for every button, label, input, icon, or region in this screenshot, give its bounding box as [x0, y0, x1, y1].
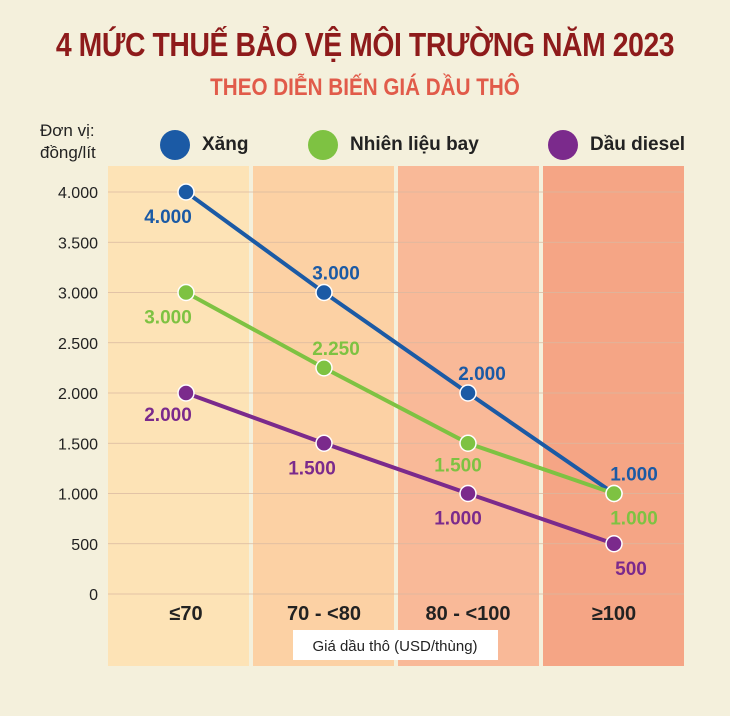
y-tick-label: 0: [89, 587, 98, 604]
y-tick-label: 2.500: [58, 336, 98, 353]
data-label-nhien-lieu-bay: 1.500: [434, 455, 482, 476]
unit-label-line2: đồng/lít: [40, 143, 96, 162]
data-label-xang: 1.000: [610, 465, 658, 486]
x-tick-label: ≤70: [169, 603, 202, 625]
legend-label-dau-diesel: Dầu diesel: [590, 134, 686, 155]
y-tick-label: 3.500: [58, 235, 98, 252]
data-label-xang: 3.000: [312, 264, 360, 285]
data-label-nhien-lieu-bay: 1.000: [610, 509, 658, 530]
data-label-xang: 2.000: [458, 364, 506, 385]
data-point-xang: [177, 183, 195, 201]
data-label-xang: 4.000: [144, 207, 192, 228]
x-axis-label: Giá dầu thô (USD/thùng): [312, 638, 477, 655]
x-tick-label: 70 - <80: [287, 603, 361, 625]
data-point-dau-diesel: [605, 535, 623, 553]
legend-item-xang: Xăng: [160, 130, 248, 160]
data-label-dau-diesel: 1.000: [434, 509, 482, 530]
category-band-2: [253, 166, 394, 666]
y-tick-label: 3.000: [58, 286, 98, 303]
unit-label: Đơn vị: đồng/lít: [40, 120, 130, 164]
data-label-nhien-lieu-bay: 2.250: [312, 339, 360, 360]
data-point-xang: [459, 384, 477, 402]
data-point-nhien-lieu-bay: [605, 484, 623, 503]
data-point-dau-diesel: [177, 384, 195, 402]
series-line-dau-diesel: [185, 391, 615, 546]
y-tick-label: 2.000: [58, 386, 98, 403]
category-band-4: [543, 166, 684, 666]
series-line-xang: [184, 190, 616, 496]
legend-item-dau-diesel: Dầu diesel: [548, 130, 685, 160]
y-tick-label: 4.000: [58, 185, 98, 202]
data-point-nhien-lieu-bay: [315, 359, 333, 377]
chart-title: 4 MỨC THUẾ BẢO VỆ MÔI TRƯỜNG NĂM 2023: [55, 26, 675, 63]
x-tick-label: 80 - <100: [425, 603, 510, 625]
y-tick-label: 1.500: [58, 436, 98, 453]
y-tick-label: 500: [71, 537, 98, 554]
legend-marker-dau-diesel: [548, 130, 578, 160]
legend-label-nhien-lieu-bay: Nhiên liệu bay: [350, 134, 479, 155]
series-line-nhien-lieu-bay: [185, 290, 615, 496]
chart-subtitle: THEO DIỄN BIẾN GIÁ DẦU THÔ: [210, 74, 520, 101]
category-band-3: [398, 166, 539, 666]
data-point-dau-diesel: [315, 434, 333, 452]
category-band-1: [108, 166, 249, 666]
data-label-dau-diesel: 500: [615, 559, 647, 580]
legend-marker-xang: [160, 130, 190, 160]
data-point-nhien-lieu-bay: [177, 283, 195, 302]
x-tick-label: ≥100: [592, 603, 636, 625]
data-label-dau-diesel: 1.500: [288, 458, 336, 479]
data-point-nhien-lieu-bay: [459, 434, 477, 452]
data-point-dau-diesel: [459, 484, 477, 503]
data-point-xang: [315, 283, 333, 302]
data-label-dau-diesel: 2.000: [144, 405, 192, 426]
legend-marker-nhien-lieu-bay: [308, 130, 338, 160]
data-label-nhien-lieu-bay: 3.000: [144, 308, 192, 329]
unit-label-line1: Đơn vị:: [40, 121, 95, 140]
y-tick-label: 1.000: [58, 487, 98, 504]
legend-item-nhien-lieu-bay: Nhiên liệu bay: [308, 130, 479, 160]
x-axis-label-box: [293, 630, 498, 660]
legend-label-xang: Xăng: [202, 134, 249, 155]
